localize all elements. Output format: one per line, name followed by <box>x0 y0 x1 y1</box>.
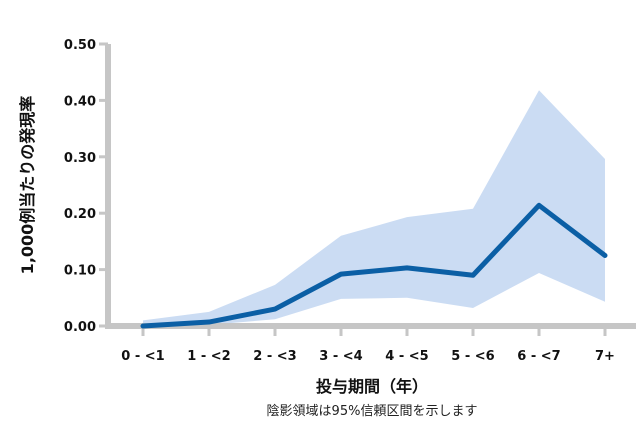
data-point <box>273 307 277 311</box>
series-line-layer <box>140 202 608 329</box>
y-tick-label: 0.00 <box>64 320 96 335</box>
x-tick-label: 2 - <3 <box>253 349 296 364</box>
x-tick-label: 7+ <box>595 349 615 364</box>
x-tick-label: 0 - <1 <box>121 349 164 364</box>
x-tick-label: 5 - <6 <box>451 349 494 364</box>
footnote: 陰影領域は95%信頼区間を示します <box>267 403 478 419</box>
confidence-band <box>143 90 605 326</box>
y-tick-label: 0.40 <box>64 94 96 109</box>
x-tick-label: 1 - <2 <box>187 349 230 364</box>
x-tick-label: 3 - <4 <box>319 349 362 364</box>
x-tick-label: 6 - <7 <box>517 349 560 364</box>
y-tick-label: 0.50 <box>64 38 96 53</box>
data-point <box>405 266 409 270</box>
y-tick-label: 0.30 <box>64 151 96 166</box>
y-tick-label: 0.20 <box>64 207 96 222</box>
data-point <box>603 254 607 257</box>
data-point <box>141 324 145 328</box>
series-line <box>140 202 608 329</box>
data-point <box>207 320 211 324</box>
y-tick-label: 0.10 <box>64 264 96 279</box>
data-point <box>537 203 541 207</box>
data-point <box>339 272 343 276</box>
axes <box>99 42 636 336</box>
x-tick-labels: 0 - <1 1 - <2 2 - <3 3 - <4 4 - <5 5 - <6 6 - … <box>121 349 615 364</box>
y-axis-title: 1,000例当たりの発現率 <box>18 96 37 275</box>
x-axis-title: 投与期間（年） <box>316 377 428 396</box>
y-tick-labels: 0.00 0.10 0.20 0.30 0.40 0.50 <box>64 38 96 335</box>
data-point <box>471 273 475 277</box>
confidence-band-layer <box>143 90 605 326</box>
x-tick-label: 4 - <5 <box>385 349 428 364</box>
